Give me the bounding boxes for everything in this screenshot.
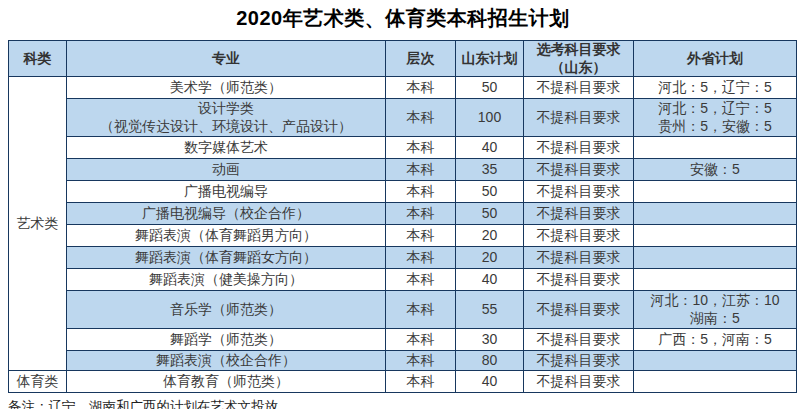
table-row: 数字媒体艺术 本科 40 不提科目要求 bbox=[9, 137, 797, 159]
header-subject-req-line2: （山东） bbox=[526, 59, 631, 77]
level-cell: 本科 bbox=[386, 77, 456, 99]
header-major: 专业 bbox=[67, 41, 386, 77]
subject-req-cell: 不提科目要求 bbox=[524, 291, 634, 329]
level-cell: 本科 bbox=[386, 159, 456, 181]
shandong-plan-cell: 100 bbox=[456, 99, 524, 137]
table-row: 广播电视编导（校企合作） 本科 50 不提科目要求 bbox=[9, 203, 797, 225]
subject-req-cell: 不提科目要求 bbox=[524, 351, 634, 371]
table-row: 设计学类 （视觉传达设计、环境设计、产品设计） 本科 100 不提科目要求 河北… bbox=[9, 99, 797, 137]
province-line1: 河北：10，江苏：10 bbox=[636, 292, 794, 310]
shandong-plan-cell: 35 bbox=[456, 159, 524, 181]
subject-req-cell: 不提科目要求 bbox=[524, 247, 634, 269]
shandong-plan-cell: 20 bbox=[456, 225, 524, 247]
major-cell: 广播电视编导 bbox=[67, 181, 386, 203]
province-plan-cell bbox=[634, 247, 797, 269]
level-cell: 本科 bbox=[386, 291, 456, 329]
shandong-plan-cell: 30 bbox=[456, 329, 524, 351]
table-row: 音乐学（师范类） 本科 55 不提科目要求 河北：10，江苏：10 湖南：5 bbox=[9, 291, 797, 329]
level-cell: 本科 bbox=[386, 371, 456, 393]
province-plan-cell: 河北：10，江苏：10 湖南：5 bbox=[634, 291, 797, 329]
subject-req-cell: 不提科目要求 bbox=[524, 371, 634, 393]
category-sports-cell: 体育类 bbox=[9, 371, 67, 393]
shandong-plan-cell: 40 bbox=[456, 371, 524, 393]
major-cell: 舞蹈表演（校企合作） bbox=[67, 351, 386, 371]
table-row: 舞蹈表演（健美操方向） 本科 40 不提科目要求 bbox=[9, 269, 797, 291]
shandong-plan-cell: 50 bbox=[456, 77, 524, 99]
level-cell: 本科 bbox=[386, 329, 456, 351]
level-cell: 本科 bbox=[386, 247, 456, 269]
subject-req-cell: 不提科目要求 bbox=[524, 225, 634, 247]
province-plan-cell bbox=[634, 225, 797, 247]
header-category: 科类 bbox=[9, 41, 67, 77]
province-plan-cell bbox=[634, 181, 797, 203]
province-plan-cell bbox=[634, 137, 797, 159]
shandong-plan-cell: 40 bbox=[456, 269, 524, 291]
subject-req-cell: 不提科目要求 bbox=[524, 181, 634, 203]
subject-req-cell: 不提科目要求 bbox=[524, 77, 634, 99]
major-line1: 设计学类 bbox=[69, 100, 383, 118]
shandong-plan-cell: 80 bbox=[456, 351, 524, 371]
category-art-cell: 艺术类 bbox=[9, 77, 67, 371]
major-cell: 数字媒体艺术 bbox=[67, 137, 386, 159]
table-row: 舞蹈表演（校企合作） 本科 80 不提科目要求 bbox=[9, 351, 797, 371]
header-shandong-plan: 山东计划 bbox=[456, 41, 524, 77]
province-plan-cell: 广西：5，河南：5 bbox=[634, 329, 797, 351]
shandong-plan-cell: 20 bbox=[456, 247, 524, 269]
major-cell: 体育教育（师范类） bbox=[67, 371, 386, 393]
province-plan-cell: 河北：5，辽宁：5 bbox=[634, 77, 797, 99]
table-row: 艺术类 美术学（师范类） 本科 50 不提科目要求 河北：5，辽宁：5 bbox=[9, 77, 797, 99]
page-title: 2020年艺术类、体育类本科招生计划 bbox=[0, 0, 806, 32]
shandong-plan-cell: 40 bbox=[456, 137, 524, 159]
province-line2: 湖南：5 bbox=[636, 310, 794, 328]
province-line1: 河北：5，辽宁：5 bbox=[636, 100, 794, 118]
level-cell: 本科 bbox=[386, 225, 456, 247]
major-cell: 动画 bbox=[67, 159, 386, 181]
header-level: 层次 bbox=[386, 41, 456, 77]
province-plan-cell bbox=[634, 203, 797, 225]
major-line2: （视觉传达设计、环境设计、产品设计） bbox=[69, 118, 383, 136]
subject-req-cell: 不提科目要求 bbox=[524, 329, 634, 351]
province-plan-cell: 河北：5，辽宁：5 贵州：5，安徽：5 bbox=[634, 99, 797, 137]
header-subject-req-line1: 选考科目要求 bbox=[526, 41, 631, 59]
province-plan-cell: 安徽：5 bbox=[634, 159, 797, 181]
table-row: 舞蹈学（师范类） 本科 30 不提科目要求 广西：5，河南：5 bbox=[9, 329, 797, 351]
header-row: 科类 专业 层次 山东计划 选考科目要求 （山东） 外省计划 bbox=[9, 41, 797, 77]
level-cell: 本科 bbox=[386, 137, 456, 159]
subject-req-cell: 不提科目要求 bbox=[524, 137, 634, 159]
shandong-plan-cell: 50 bbox=[456, 181, 524, 203]
header-province-plan: 外省计划 bbox=[634, 41, 797, 77]
major-cell: 舞蹈表演（体育舞蹈女方向） bbox=[67, 247, 386, 269]
table-row: 体育类 体育教育（师范类） 本科 40 不提科目要求 bbox=[9, 371, 797, 393]
province-plan-cell bbox=[634, 371, 797, 393]
level-cell: 本科 bbox=[386, 269, 456, 291]
province-line2: 贵州：5，安徽：5 bbox=[636, 118, 794, 136]
major-cell: 舞蹈表演（体育舞蹈男方向） bbox=[67, 225, 386, 247]
subject-req-cell: 不提科目要求 bbox=[524, 203, 634, 225]
shandong-plan-cell: 50 bbox=[456, 203, 524, 225]
level-cell: 本科 bbox=[386, 181, 456, 203]
table-row: 舞蹈表演（体育舞蹈女方向） 本科 20 不提科目要求 bbox=[9, 247, 797, 269]
header-subject-req: 选考科目要求 （山东） bbox=[524, 41, 634, 77]
table-row: 广播电视编导 本科 50 不提科目要求 bbox=[9, 181, 797, 203]
table-row: 舞蹈表演（体育舞蹈男方向） 本科 20 不提科目要求 bbox=[9, 225, 797, 247]
enrollment-table: 科类 专业 层次 山东计划 选考科目要求 （山东） 外省计划 艺术类 美术学（师… bbox=[8, 40, 797, 393]
subject-req-cell: 不提科目要求 bbox=[524, 99, 634, 137]
shandong-plan-cell: 55 bbox=[456, 291, 524, 329]
level-cell: 本科 bbox=[386, 99, 456, 137]
major-cell: 舞蹈表演（健美操方向） bbox=[67, 269, 386, 291]
major-cell: 舞蹈学（师范类） bbox=[67, 329, 386, 351]
level-cell: 本科 bbox=[386, 203, 456, 225]
province-plan-cell bbox=[634, 269, 797, 291]
subject-req-cell: 不提科目要求 bbox=[524, 269, 634, 291]
major-cell: 美术学（师范类） bbox=[67, 77, 386, 99]
major-cell: 广播电视编导（校企合作） bbox=[67, 203, 386, 225]
subject-req-cell: 不提科目要求 bbox=[524, 159, 634, 181]
level-cell: 本科 bbox=[386, 351, 456, 371]
major-cell: 设计学类 （视觉传达设计、环境设计、产品设计） bbox=[67, 99, 386, 137]
footnote: 备注：辽宁、湖南和广西的计划在艺术文投放。 bbox=[8, 398, 806, 409]
table-row: 动画 本科 35 不提科目要求 安徽：5 bbox=[9, 159, 797, 181]
major-cell: 音乐学（师范类） bbox=[67, 291, 386, 329]
province-plan-cell bbox=[634, 351, 797, 371]
